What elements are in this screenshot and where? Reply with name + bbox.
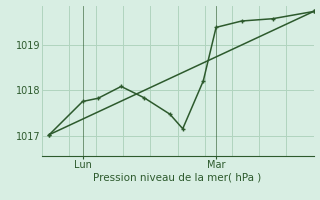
X-axis label: Pression niveau de la mer( hPa ): Pression niveau de la mer( hPa ) (93, 173, 262, 183)
